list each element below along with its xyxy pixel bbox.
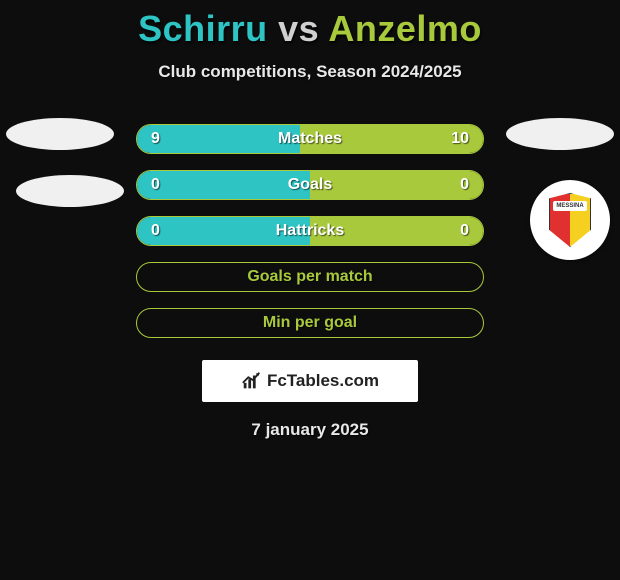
stat-label: Matches bbox=[171, 130, 449, 148]
title-player2: Anzelmo bbox=[328, 8, 482, 49]
stat-row: 0Goals0 bbox=[136, 170, 484, 200]
stat-row: Goals per match bbox=[136, 262, 484, 292]
stats-table: 9Matches100Goals00Hattricks0Goals per ma… bbox=[136, 124, 484, 338]
title-vs: vs bbox=[278, 8, 319, 49]
stat-value-left: 9 bbox=[151, 130, 171, 148]
chart-icon bbox=[241, 370, 263, 392]
stat-row: 9Matches10 bbox=[136, 124, 484, 154]
player1-photo-placeholder bbox=[6, 118, 114, 150]
stat-label: Goals bbox=[171, 176, 449, 194]
stat-row: Min per goal bbox=[136, 308, 484, 338]
stat-value-right: 0 bbox=[449, 176, 469, 194]
stat-label: Hattricks bbox=[171, 222, 449, 240]
stat-value-left: 0 bbox=[151, 176, 171, 194]
date-text: 7 january 2025 bbox=[0, 420, 620, 440]
stat-value-left: 0 bbox=[151, 222, 171, 240]
stat-label: Goals per match bbox=[171, 268, 449, 286]
club-shield-icon: MESSINA bbox=[549, 193, 591, 247]
player2-club-logo: MESSINA bbox=[530, 180, 610, 260]
stat-row: 0Hattricks0 bbox=[136, 216, 484, 246]
stat-value-right: 10 bbox=[449, 130, 469, 148]
page-title: Schirru vs Anzelmo bbox=[0, 0, 620, 50]
stat-value-right: 0 bbox=[449, 222, 469, 240]
stat-label: Min per goal bbox=[171, 314, 449, 332]
branding-badge: FcTables.com bbox=[202, 360, 418, 402]
player2-photo-placeholder bbox=[506, 118, 614, 150]
player1-club-placeholder bbox=[16, 175, 124, 207]
title-player1: Schirru bbox=[138, 8, 268, 49]
branding-text: FcTables.com bbox=[267, 371, 379, 391]
club-banner: MESSINA bbox=[553, 201, 587, 211]
subtitle: Club competitions, Season 2024/2025 bbox=[0, 62, 620, 82]
